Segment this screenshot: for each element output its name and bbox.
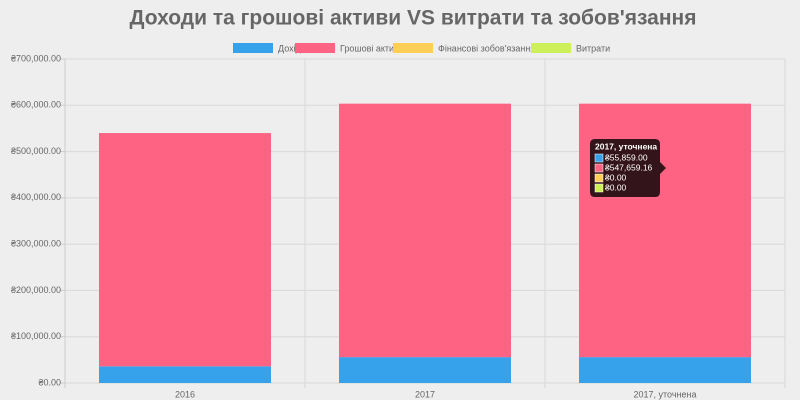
y-tick-label: ₴0.00 [38,377,61,387]
legend-swatch [393,43,433,53]
y-tick-label: ₴100,000.00 [11,331,61,341]
tooltip-title: 2017, уточнена [595,141,657,151]
tooltip-swatch [594,173,604,183]
y-tick-label: ₴500,000.00 [11,146,61,156]
y-tick-label: ₴600,000.00 [11,100,61,110]
legend-label: Фінансові зобов'язання [438,43,535,53]
x-tick-label: 2017 [415,389,435,399]
y-tick-label: ₴300,000.00 [11,239,61,249]
tooltip-value: ₴55,859.00 [605,152,648,162]
tooltip-value: ₴547,659.16 [605,162,653,172]
x-tick-label: 2016 [175,389,195,399]
bar-segment [99,366,271,383]
tooltip-box [590,139,666,197]
bar-segment [339,357,511,383]
legend-label: Грошові активи [340,43,404,53]
chart-title: Доходи та грошові активи VS витрати та з… [130,7,697,30]
legend-label: Дохід [278,43,302,53]
y-tick-label: ₴200,000.00 [11,285,61,295]
y-tick-label: ₴400,000.00 [11,192,61,202]
legend-swatch [295,43,335,53]
legend-swatch [531,43,571,53]
tooltip-swatch [594,183,604,193]
bar-segment [99,133,271,367]
bar-segment [339,103,511,358]
bar-segment [579,357,751,383]
tooltip-value: ₴0.00 [605,182,627,192]
tooltip-value: ₴0.00 [605,172,627,182]
tooltip-swatch [594,163,604,173]
x-tick-label: 2017, уточнена [634,389,697,399]
tooltip-swatch [594,153,604,163]
y-tick-label: ₴700,000.00 [11,53,61,63]
legend-swatch [233,43,273,53]
legend-label: Витрати [576,43,610,53]
tooltip: 2017, уточнена₴55,859.00₴547,659.16₴0.00… [590,139,666,197]
